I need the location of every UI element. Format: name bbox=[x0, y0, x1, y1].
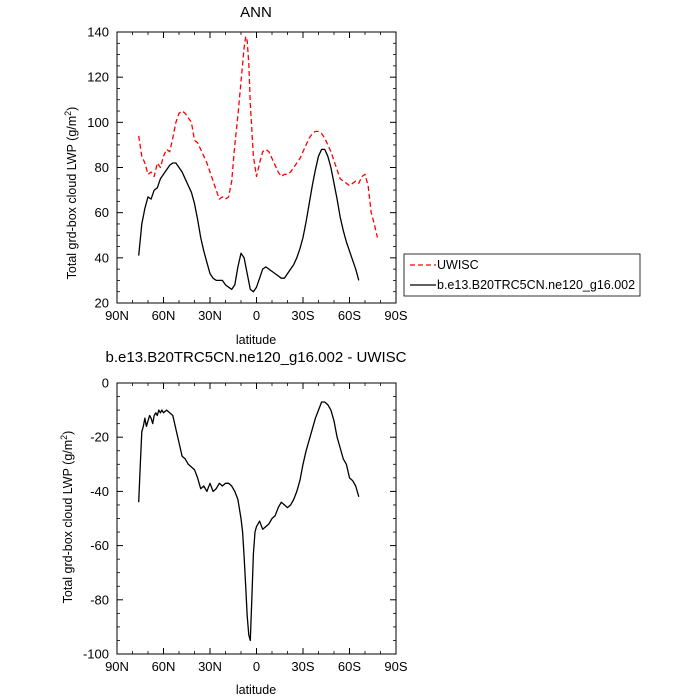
bottom-x-tick-label: 90S bbox=[384, 659, 407, 674]
bottom-y-tick-label: -20 bbox=[90, 430, 109, 445]
top-x-tick-label: 30N bbox=[198, 308, 222, 323]
top-plot-area: 90N 60N 30N 0 30S 60S 90S 20 40 60 80 100 120 140 bbox=[87, 25, 408, 324]
bottom-y-tick-label: 0 bbox=[102, 376, 109, 391]
top-x-tick-label: 90N bbox=[105, 308, 129, 323]
bottom-x-tick-label: 60N bbox=[152, 659, 176, 674]
top-y-axis-label: Total grd-box cloud LWP (g/m2) bbox=[63, 107, 79, 280]
bottom-x-axis-label: latitude bbox=[236, 683, 276, 697]
top-y-tick-label: 120 bbox=[87, 70, 109, 85]
top-x-tick-label: 60S bbox=[338, 308, 361, 323]
legend-box bbox=[403, 253, 641, 297]
top-panel: ANN 90N 60N 30N 0 30S 60S 90S 20 40 60 80 100 120 140… bbox=[63, 4, 408, 347]
bottom-y-tick-label: -80 bbox=[90, 592, 109, 607]
top-chart-title: ANN bbox=[240, 4, 272, 21]
legend-label-uwisc: UWISC bbox=[437, 258, 479, 272]
bottom-plot-frame bbox=[116, 382, 397, 655]
bottom-x-tick-label: 30S bbox=[291, 659, 314, 674]
bottom-x-tick-label: 0 bbox=[253, 659, 260, 674]
bottom-y-tick-label: -100 bbox=[83, 647, 109, 662]
top-x-tick-label: 0 bbox=[253, 308, 260, 323]
legend: UWISC b.e13.B20TRC5CN.ne120_g16.002 bbox=[403, 253, 641, 297]
bottom-x-tick-label: 60S bbox=[338, 659, 361, 674]
top-x-tick-label: 90S bbox=[384, 308, 407, 323]
top-y-tick-label: 20 bbox=[95, 296, 109, 311]
top-y-tick-label: 40 bbox=[95, 250, 109, 265]
bottom-y-tick-label: -60 bbox=[90, 538, 109, 553]
top-x-tick-label: 60N bbox=[152, 308, 176, 323]
bottom-chart-title: b.e13.B20TRC5CN.ne120_g16.002 - UWISC bbox=[106, 349, 407, 366]
legend-label-model: b.e13.B20TRC5CN.ne120_g16.002 bbox=[437, 278, 635, 292]
top-plot-frame bbox=[116, 31, 397, 304]
bottom-x-tick-label: 30N bbox=[198, 659, 222, 674]
top-y-tick-label: 80 bbox=[95, 160, 109, 175]
bottom-x-tick-label: 90N bbox=[105, 659, 129, 674]
bottom-panel: b.e13.B20TRC5CN.ne120_g16.002 - UWISC 90… bbox=[59, 349, 408, 697]
bottom-y-axis-label: Total grd-box cloud LWP (g/m2) bbox=[59, 431, 75, 604]
top-y-tick-label: 60 bbox=[95, 205, 109, 220]
top-series-line-1 bbox=[138, 148, 360, 293]
top-series-line-0 bbox=[138, 35, 379, 238]
bottom-plot-area: 90N 60N 30N 0 30S 60S 90S -100 -80 -60 -40 -20 0 bbox=[83, 376, 408, 675]
top-y-tick-label: 140 bbox=[87, 25, 109, 40]
bottom-series-line-0 bbox=[138, 401, 360, 642]
top-y-tick-label: 100 bbox=[87, 115, 109, 130]
bottom-y-tick-label: -40 bbox=[90, 484, 109, 499]
top-x-axis-label: latitude bbox=[236, 333, 276, 347]
top-x-tick-label: 30S bbox=[291, 308, 314, 323]
